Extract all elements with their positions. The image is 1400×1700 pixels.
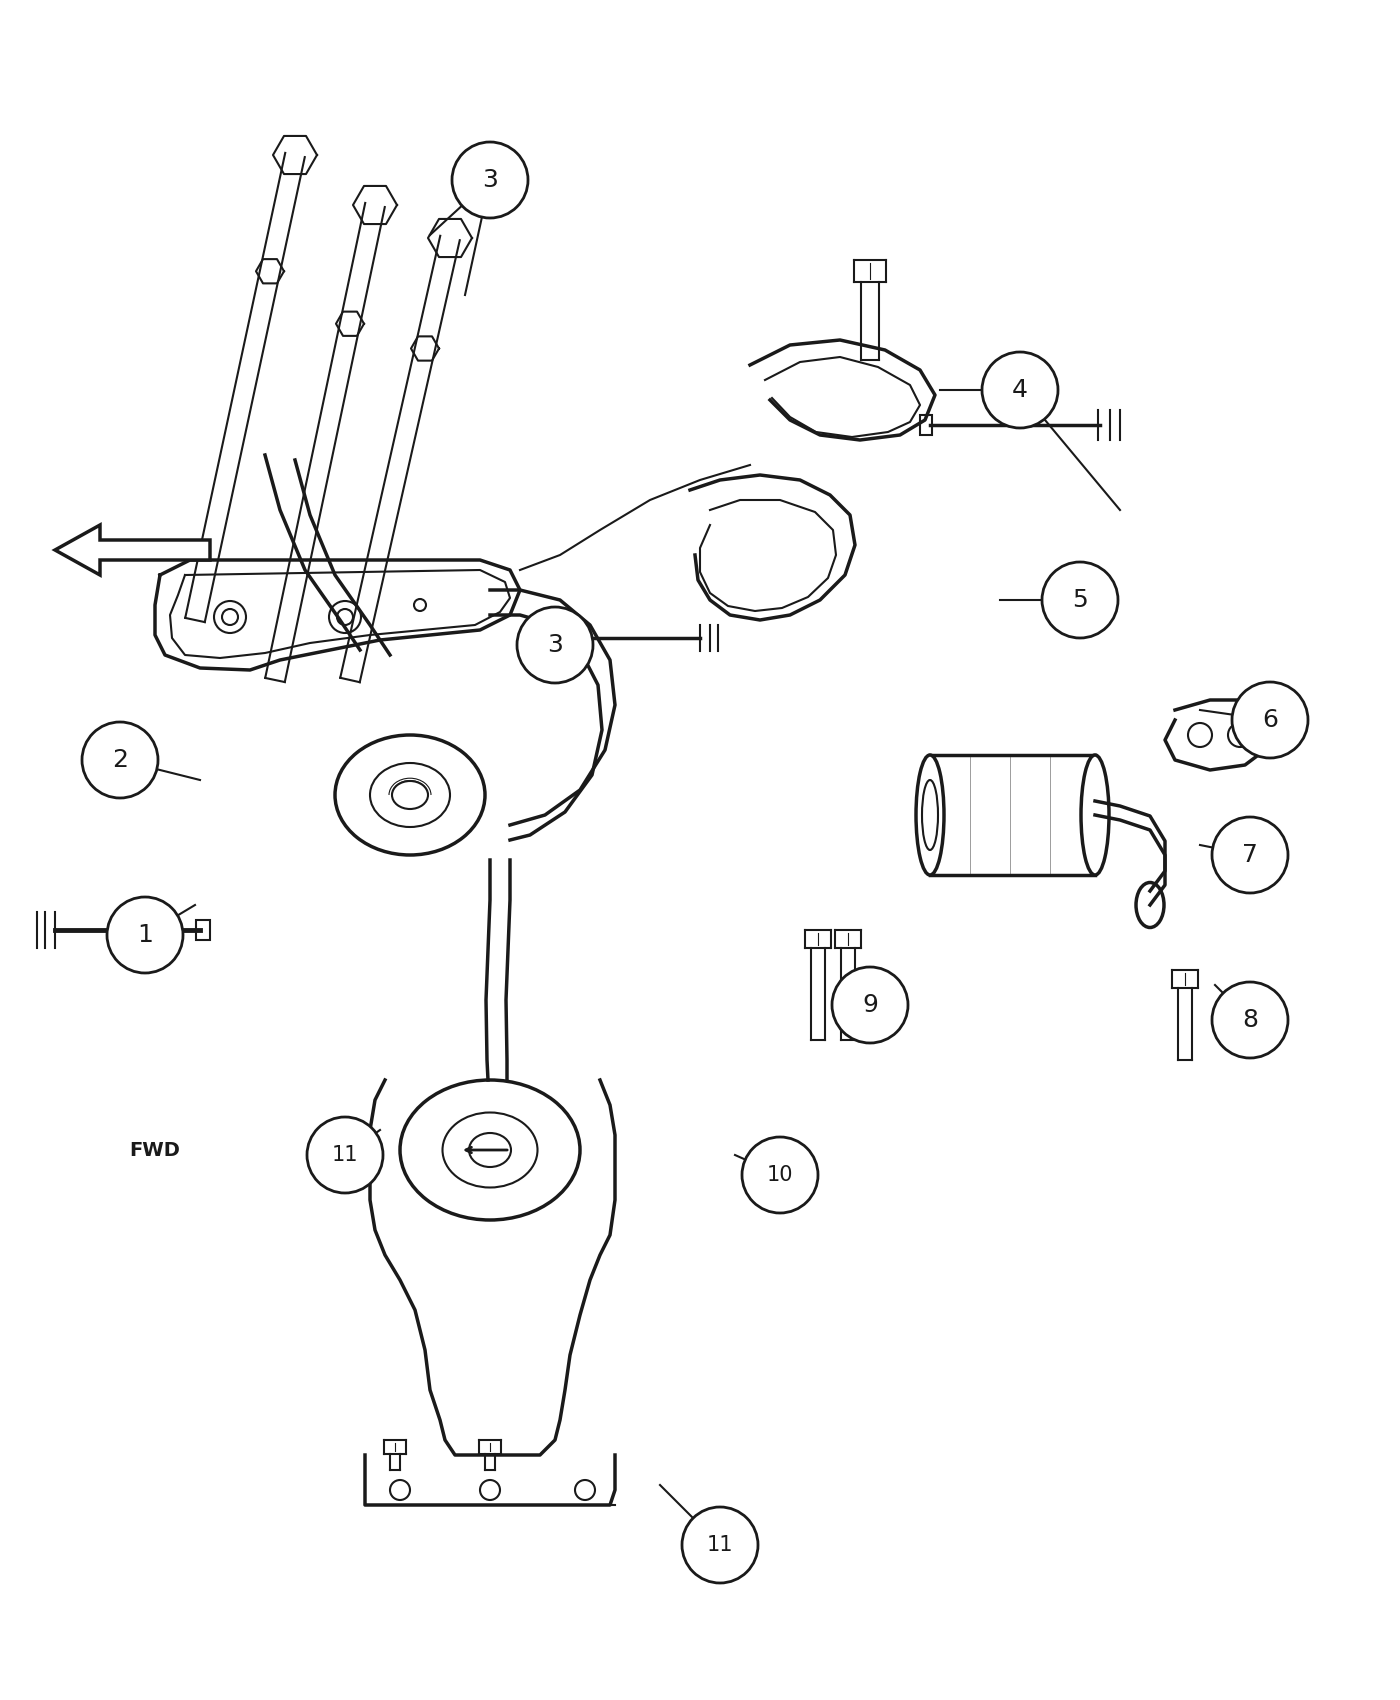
Circle shape <box>307 1117 384 1193</box>
Text: 2: 2 <box>112 748 127 772</box>
Text: 1: 1 <box>137 923 153 947</box>
Circle shape <box>1212 818 1288 892</box>
Text: 9: 9 <box>862 993 878 1017</box>
Ellipse shape <box>1081 755 1109 876</box>
FancyBboxPatch shape <box>196 920 210 940</box>
Ellipse shape <box>916 755 944 876</box>
Circle shape <box>517 607 594 683</box>
Circle shape <box>1232 682 1308 758</box>
Circle shape <box>1212 983 1288 1057</box>
Text: 5: 5 <box>1072 588 1088 612</box>
Circle shape <box>832 967 909 1044</box>
Circle shape <box>742 1137 818 1214</box>
Text: 7: 7 <box>1242 843 1259 867</box>
Text: 6: 6 <box>1261 707 1278 733</box>
Polygon shape <box>55 525 210 575</box>
Text: 3: 3 <box>547 632 563 656</box>
Circle shape <box>106 898 183 972</box>
Text: 4: 4 <box>1012 377 1028 401</box>
FancyBboxPatch shape <box>920 415 932 435</box>
Text: 11: 11 <box>707 1535 734 1556</box>
Circle shape <box>83 722 158 797</box>
Text: FWD: FWD <box>130 1141 181 1159</box>
Circle shape <box>452 143 528 218</box>
Text: 10: 10 <box>767 1164 794 1185</box>
FancyBboxPatch shape <box>930 755 1095 876</box>
Circle shape <box>981 352 1058 428</box>
Text: 8: 8 <box>1242 1008 1259 1032</box>
Circle shape <box>1042 563 1119 638</box>
Text: 11: 11 <box>332 1146 358 1165</box>
Text: 3: 3 <box>482 168 498 192</box>
Circle shape <box>682 1506 757 1583</box>
